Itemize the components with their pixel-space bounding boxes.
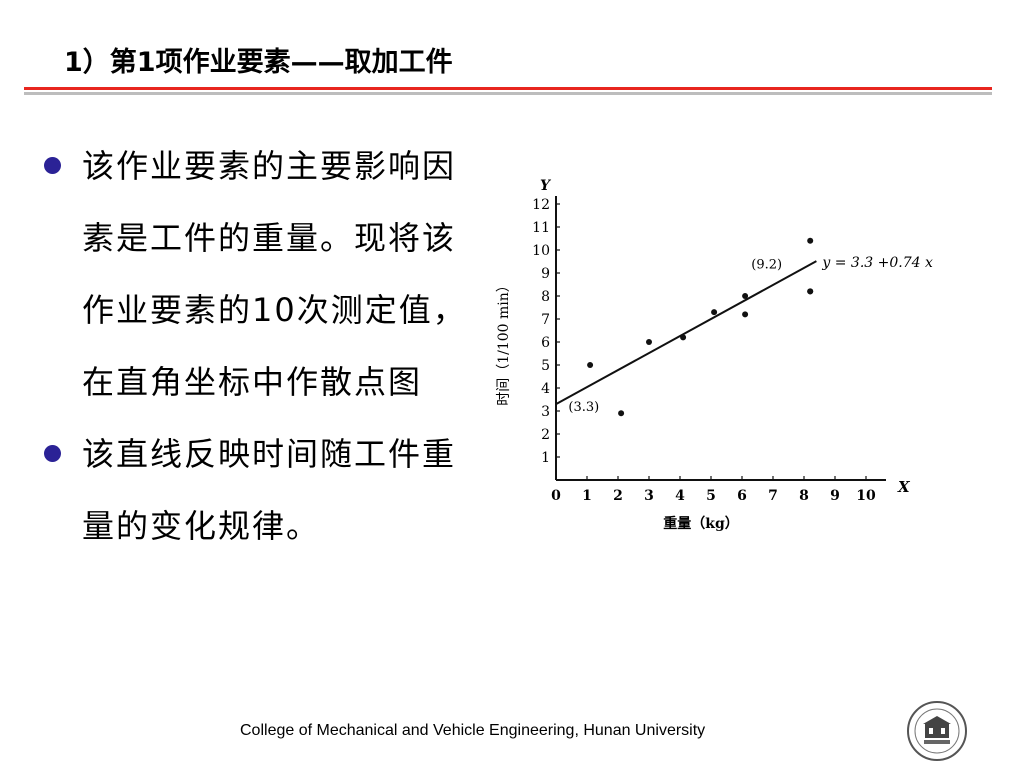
equation-label: y = 3.3 +0.74 x [821, 255, 933, 271]
footer-text: College of Mechanical and Vehicle Engine… [240, 722, 706, 739]
point-annotation: (9.2) [751, 257, 782, 272]
point-annotation: (3.3) [568, 400, 599, 415]
y-tick-label: 5 [541, 358, 550, 374]
fit-line [555, 260, 817, 405]
x-tick-label: 6 [737, 488, 747, 504]
data-point [807, 237, 814, 244]
y-tick-label: 4 [541, 381, 550, 397]
scatter-chart: XY0 1 2 3 4 5 6 7 8 9 10123456789101112重量（kg）时间（1/… [496, 178, 933, 532]
y-tick-label: 9 [541, 266, 550, 282]
y-tick-label: 6 [541, 335, 550, 351]
y-tick-label: 10 [532, 243, 550, 259]
x-tick-label: 3 [644, 488, 654, 504]
x-tick-label: 8 [799, 488, 809, 504]
x-tick-label: 0 [551, 488, 561, 504]
x-tick-label: 10 [856, 488, 876, 504]
bullet-list: 该作业要素的主要影响因素是工件的重量。现将该作业要素的10次测定值，在直角坐标中… [40, 130, 480, 562]
y-axis-label: 时间（1/100 min） [496, 278, 512, 406]
x-tick-label: 2 [613, 488, 623, 504]
data-point [646, 339, 652, 345]
x-tick-label: 4 [675, 488, 685, 504]
bullet-dot-icon [44, 445, 61, 462]
bullet-dot-icon [44, 157, 61, 174]
data-point [680, 334, 687, 341]
data-point [742, 293, 749, 299]
page-title: 1）第1项作业要素——取加工件 [64, 47, 453, 78]
y-tick-label: 3 [541, 404, 550, 420]
x-tick-label: 1 [582, 488, 592, 504]
bullet-item: 该直线反映时间随工件重量的变化规律。 [40, 418, 480, 562]
bullet-text: 该直线反映时间随工件重量的变化规律。 [82, 435, 457, 545]
y-axis-letter: Y [540, 178, 552, 194]
y-tick-label: 12 [532, 197, 550, 213]
title-underline-red [24, 87, 992, 90]
x-tick-label: 7 [768, 488, 778, 504]
data-point [711, 309, 718, 316]
bullet-text: 该作业要素的主要影响因素是工件的重量。现将该作业要素的10次测定值，在直角坐标中… [82, 147, 467, 401]
data-point [742, 311, 749, 318]
x-axis-label: 重量（kg） [663, 515, 739, 532]
y-tick-label: 7 [541, 312, 550, 328]
data-point [618, 410, 625, 417]
data-point [807, 288, 814, 295]
y-tick-label: 11 [532, 220, 550, 236]
data-point [587, 362, 594, 368]
y-tick-label: 8 [541, 289, 550, 305]
x-axis-letter: X [897, 478, 911, 496]
y-tick-label: 1 [541, 450, 550, 466]
x-tick-label: 9 [830, 488, 840, 504]
bullet-item: 该作业要素的主要影响因素是工件的重量。现将该作业要素的10次测定值，在直角坐标中… [40, 130, 480, 418]
y-tick-label: 2 [541, 427, 550, 443]
university-seal-icon [907, 701, 967, 761]
x-tick-label: 5 [706, 488, 716, 504]
title-underline-gray [24, 92, 992, 95]
